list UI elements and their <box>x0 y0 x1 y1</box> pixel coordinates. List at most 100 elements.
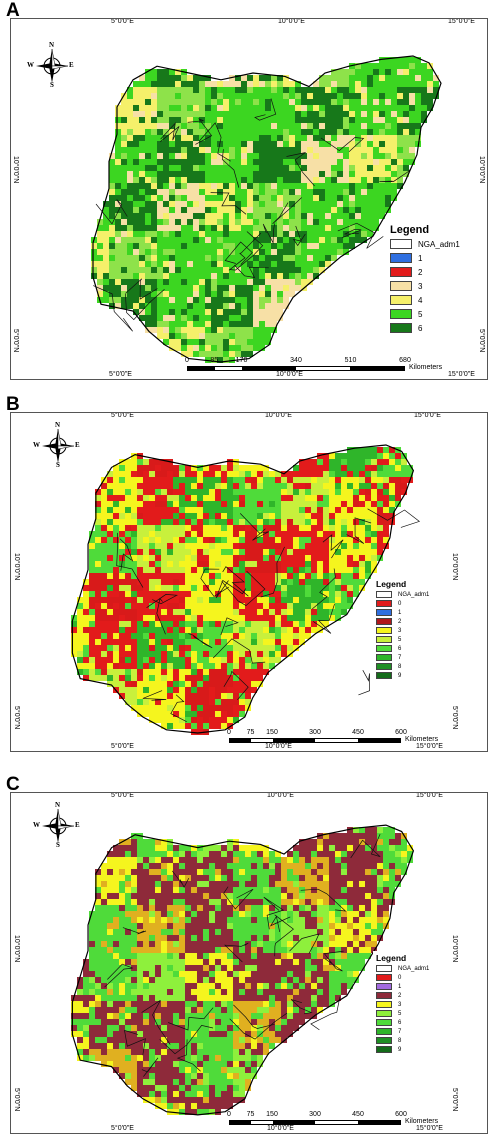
compass-s-label: S <box>56 841 60 849</box>
y-tick-left-1: 10°0'0"N <box>13 553 20 581</box>
compass-n-label: N <box>55 421 61 429</box>
legend-swatch <box>376 663 392 670</box>
legend-label: 7 <box>398 1028 402 1035</box>
y-tick-left-1: 10°0'0"N <box>12 156 19 184</box>
legend-item: NGA_adm1 <box>376 591 440 598</box>
legend-item: 0 <box>376 600 440 607</box>
legend-label: 8 <box>398 1037 402 1044</box>
panel-b-letter: B <box>6 394 20 415</box>
scale-bar-segment <box>315 739 358 742</box>
legend-label: 0 <box>398 600 402 607</box>
legend-label: 5 <box>398 1010 402 1017</box>
legend-swatch <box>376 1001 392 1008</box>
legend-item: 9 <box>376 1046 440 1053</box>
scale-bar-tick: 0 <box>227 729 231 736</box>
compass-e-label: E <box>69 61 74 69</box>
legend-item: 9 <box>376 672 440 679</box>
scale-bar-segment <box>230 1121 252 1124</box>
scale-bar-segments <box>187 366 405 371</box>
map-legend: Legend NGA_adm1 0 1 2 3 5 6 7 8 9 <box>373 951 443 1055</box>
scale-bar-tick: 85 <box>210 357 219 364</box>
legend-item: 2 <box>376 992 440 999</box>
legend-item: 2 <box>376 618 440 625</box>
admin-boundaries <box>116 508 421 723</box>
legend-label: 2 <box>418 267 423 277</box>
x-tick-bottom-3: 15°0'0"E <box>416 743 443 750</box>
land-cover-raster <box>91 57 439 363</box>
legend-item: NGA_adm1 <box>376 965 440 972</box>
legend-item: 5 <box>390 309 476 319</box>
map-legend: Legend NGA_adm1 1 2 3 4 5 6 <box>387 221 479 336</box>
legend-label: 4 <box>418 295 423 305</box>
legend-item: 6 <box>390 323 476 333</box>
y-tick-right-2: 5°0'0"N <box>478 329 485 353</box>
legend-swatch <box>376 627 392 634</box>
legend-label: 0 <box>398 974 402 981</box>
scale-bar-segment <box>251 1121 273 1124</box>
legend-item: 1 <box>390 253 476 263</box>
legend-swatch <box>390 323 412 333</box>
legend-label: 5 <box>418 309 423 319</box>
legend-label: 1 <box>398 609 402 616</box>
legend-swatch <box>376 1019 392 1026</box>
x-tick-top-3: 15°0'0"E <box>414 412 441 419</box>
legend-item: 0 <box>376 974 440 981</box>
compass-n-label: N <box>49 41 55 49</box>
x-tick-top-1: 5°0'0"E <box>111 18 134 25</box>
nigeria-land-cover-map <box>71 444 421 735</box>
legend-label: 5 <box>398 636 402 643</box>
legend-item: 3 <box>376 627 440 634</box>
legend-swatch <box>390 253 412 263</box>
scale-bar-ticks: 0 85 170 340 510 680 <box>185 357 411 365</box>
map-panel-c: 5°0'0"E 10°0'0"E 15°0'0"E 10°0'0"N 5°0'0… <box>10 792 488 1134</box>
legend-label: 7 <box>398 654 402 661</box>
scale-bar-tick: 510 <box>344 357 357 364</box>
legend-swatch <box>376 1037 392 1044</box>
panel-a-letter: A <box>6 0 20 21</box>
legend-label: 9 <box>398 672 402 679</box>
admin-boundaries <box>104 833 381 1077</box>
legend-item: NGA_adm1 <box>390 239 476 249</box>
legend-label: NGA_adm1 <box>398 591 430 598</box>
north-arrow-compass: N S W E <box>33 421 80 469</box>
compass-n-label: N <box>55 801 61 809</box>
legend-label: 1 <box>398 983 402 990</box>
legend-swatch <box>376 992 392 999</box>
scale-bar-unit: Kilometers <box>405 1118 439 1125</box>
scale-bar-segments <box>229 1120 401 1125</box>
legend-label: 6 <box>398 1019 402 1026</box>
legend-label: 2 <box>398 992 402 999</box>
scale-bar-segment <box>315 1121 358 1124</box>
north-arrow-compass: N S W E <box>27 41 74 89</box>
legend-label: 3 <box>418 281 423 291</box>
compass-e-label: E <box>75 821 80 829</box>
scale-bar-tick: 300 <box>309 729 321 736</box>
legend-swatch <box>376 591 392 598</box>
scale-bar-tick: 450 <box>352 1111 364 1118</box>
legend-label: 6 <box>398 645 402 652</box>
north-arrow-compass: N S W E <box>33 801 80 849</box>
scale-bar-tick: 75 <box>246 1111 255 1118</box>
x-tick-bottom-2: 10°0'0"E <box>276 371 303 378</box>
x-tick-bottom-2: 10°0'0"E <box>267 1125 294 1132</box>
country-outline <box>92 55 442 363</box>
legend-swatch <box>376 965 392 972</box>
legend-label: 6 <box>418 323 423 333</box>
y-tick-left-1: 10°0'0"N <box>13 935 20 963</box>
map-panel-a: 5°0'0"E 10°0'0"E 15°0'0"E 10°0'0"N 5°0'0… <box>10 18 488 380</box>
scale-bar-segment <box>296 367 350 370</box>
legend-item: 1 <box>376 609 440 616</box>
scale-bar-tick: 680 <box>399 357 411 364</box>
nigeria-land-cover-map <box>71 824 415 1116</box>
y-tick-right-1: 10°0'0"N <box>451 935 458 963</box>
legend-swatch <box>376 974 392 981</box>
scale-bar-segment <box>350 367 404 370</box>
legend-label: 3 <box>398 627 402 634</box>
y-tick-right-2: 5°0'0"N <box>451 1088 458 1112</box>
scale-bar-tick: 300 <box>309 1111 321 1118</box>
scale-bar-tick: 600 <box>395 729 407 736</box>
legend-swatch <box>376 636 392 643</box>
scale-bar-tick: 170 <box>235 357 248 364</box>
scale-bar-segments <box>229 738 401 743</box>
legend-title: Legend <box>376 953 407 963</box>
